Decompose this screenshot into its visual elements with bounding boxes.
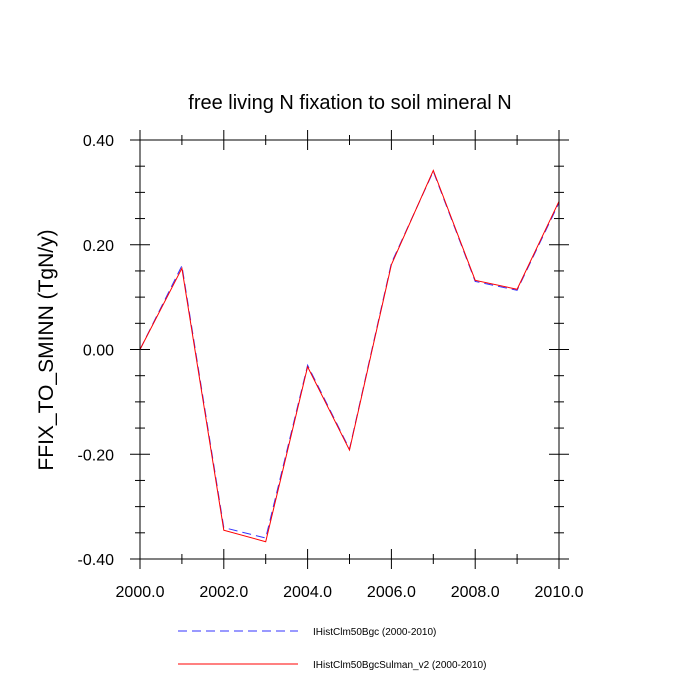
series-line-2 [139, 169, 560, 543]
y-axis-label: FFIX_TO_SMINN (TgN/y) [35, 229, 58, 470]
x-tick-label: 2008.0 [451, 584, 500, 601]
legend-label-1: IHistClm50Bgc (2000-2010) [313, 627, 436, 638]
legend-label-2: IHistClm50BgcSulman_v2 (2000-2010) [313, 660, 486, 671]
series-line-1 [139, 170, 560, 539]
y-tick-label: -0.40 [78, 552, 115, 569]
y-tick-label: 0.00 [83, 343, 114, 360]
chart-title: free living N fixation to soil mineral N [188, 92, 511, 114]
x-tick-label: 2006.0 [367, 584, 416, 601]
y-tick-label: -0.20 [78, 447, 115, 464]
axis-ticks [130, 130, 569, 569]
y-tick-label: 0.40 [83, 133, 114, 150]
x-tick-label: 2010.0 [535, 584, 584, 601]
x-tick-label: 2002.0 [199, 584, 248, 601]
data-series [139, 169, 560, 543]
plot-frame [139, 139, 560, 560]
axis-tick-labels: -0.40 -0.20 0.00 0.20 0.40 2000.0 2002.0 2004.0… [78, 133, 584, 601]
x-tick-label: 2004.0 [283, 584, 332, 601]
legend: IHistClm50Bgc (2000-2010) IHistClm50BgcSu… [178, 627, 486, 671]
x-tick-label: 2000.0 [116, 584, 165, 601]
y-tick-label: 0.20 [83, 238, 114, 255]
